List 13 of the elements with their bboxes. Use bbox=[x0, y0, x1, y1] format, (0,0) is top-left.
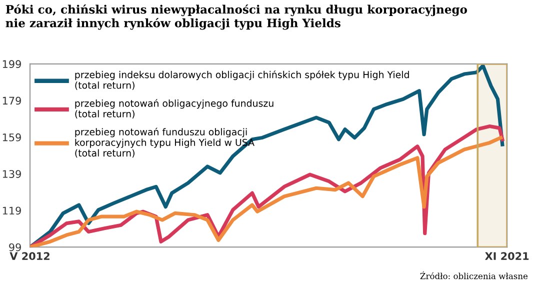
chart-title: Póki co, chiński wirus niewypłacalności na rynku długu korporacyjnego nie zaraził innych rynków obligacji typu High Yields bbox=[6, 4, 468, 30]
y-tick-label: 99 bbox=[9, 243, 21, 252]
y-tick-label: 199 bbox=[2, 60, 21, 68]
x-tick-label: XI 2021 bbox=[484, 252, 529, 260]
legend-label: przebieg indeksu dolarowych obligacji chińskich spółek typu High Yield (total return) bbox=[75, 70, 409, 90]
x-tick-label: V 2012 bbox=[10, 252, 50, 260]
legend-label: przebieg notowań obligacyjnego funduszu (total return) bbox=[75, 99, 274, 119]
y-tick-label: 139 bbox=[2, 170, 21, 178]
y-tick-label: 179 bbox=[2, 96, 21, 105]
text: Źródło: obliczenia własne bbox=[420, 271, 528, 280]
y-tick-label: 119 bbox=[2, 206, 21, 215]
y-tick-label: 159 bbox=[2, 133, 21, 142]
line-series bbox=[30, 64, 504, 248]
